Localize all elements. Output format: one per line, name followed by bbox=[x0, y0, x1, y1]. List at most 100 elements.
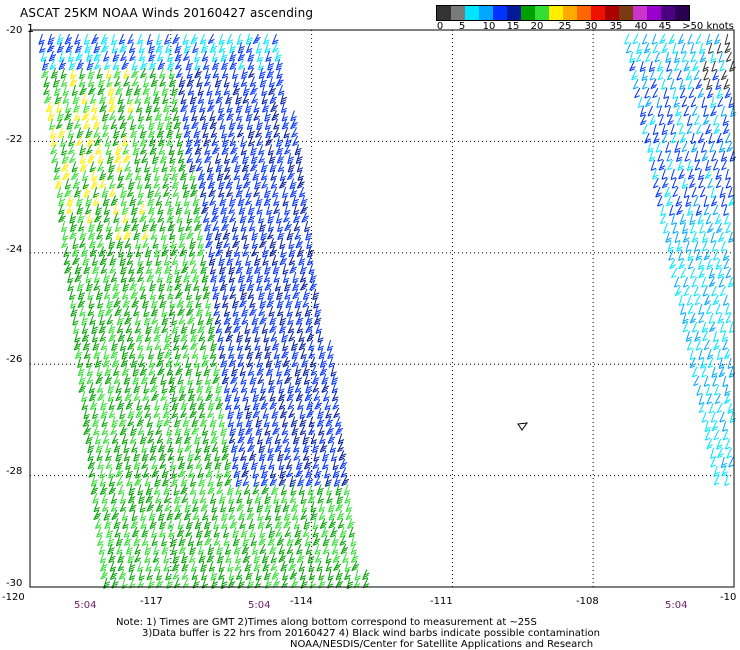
wind-barb bbox=[265, 365, 274, 377]
wind-barb bbox=[229, 135, 237, 147]
wind-barb bbox=[721, 195, 727, 207]
wind-barb bbox=[287, 314, 294, 326]
wind-barb bbox=[81, 93, 88, 105]
wind-barb bbox=[207, 399, 215, 411]
wind-barb bbox=[58, 59, 67, 70]
wind-barb bbox=[229, 195, 237, 207]
wind-barb bbox=[688, 177, 696, 189]
wind-barb bbox=[123, 526, 131, 538]
wind-barb bbox=[123, 67, 130, 79]
wind-barb bbox=[253, 186, 260, 198]
wind-barb bbox=[260, 169, 268, 181]
wind-barb bbox=[251, 543, 259, 555]
wind-barb bbox=[716, 447, 724, 459]
wind-barb bbox=[128, 484, 136, 496]
wind-barb bbox=[297, 399, 304, 411]
wind-barb bbox=[688, 87, 695, 99]
wind-barb bbox=[207, 33, 215, 45]
wind-barb bbox=[131, 220, 139, 232]
wind-barb bbox=[139, 433, 147, 445]
wind-barb bbox=[177, 518, 184, 530]
wind-barb bbox=[71, 246, 80, 257]
wind-barb bbox=[166, 509, 174, 521]
wind-barb bbox=[663, 87, 669, 99]
wind-barb bbox=[124, 390, 133, 402]
color-scale-swatch bbox=[619, 6, 633, 20]
wind-barb bbox=[148, 509, 156, 521]
wind-barb bbox=[182, 50, 190, 62]
wind-barb bbox=[695, 204, 703, 216]
wind-barb bbox=[97, 84, 106, 96]
wind-barb bbox=[677, 33, 685, 45]
wind-barb bbox=[93, 424, 100, 436]
wind-barb bbox=[164, 33, 171, 45]
wind-barb bbox=[195, 288, 202, 301]
wind-barb bbox=[156, 127, 165, 139]
wind-barb bbox=[112, 135, 120, 147]
wind-barb bbox=[127, 492, 136, 504]
wind-barb bbox=[274, 518, 283, 529]
wind-barb bbox=[632, 78, 639, 90]
wind-barb bbox=[157, 348, 165, 360]
wind-barb bbox=[77, 288, 85, 300]
wind-barb bbox=[99, 178, 106, 189]
wind-barb bbox=[317, 492, 324, 504]
wind-barb bbox=[245, 416, 253, 428]
wind-barb bbox=[184, 280, 192, 292]
wind-barb bbox=[280, 93, 288, 105]
lat-label-24: -24 bbox=[6, 244, 23, 255]
wind-barb bbox=[105, 450, 112, 462]
wind-barb bbox=[279, 407, 288, 419]
wind-barb bbox=[133, 84, 142, 96]
wind-barb bbox=[106, 297, 114, 309]
wind-barb bbox=[214, 76, 222, 88]
wind-barb bbox=[223, 467, 232, 478]
wind-barb bbox=[173, 492, 181, 504]
wind-barb bbox=[313, 390, 321, 402]
wind-barb bbox=[184, 203, 191, 215]
wind-barb bbox=[724, 132, 731, 144]
wind-barb bbox=[96, 67, 103, 79]
wind-barb bbox=[82, 339, 91, 351]
wind-barb bbox=[318, 348, 326, 360]
wind-barb bbox=[195, 441, 202, 454]
wind-barb bbox=[82, 416, 91, 427]
wind-barb bbox=[716, 87, 723, 99]
wind-barb bbox=[51, 152, 58, 164]
color-scale-swatch bbox=[549, 6, 563, 20]
wind-barb bbox=[713, 429, 720, 441]
wind-barb bbox=[279, 169, 287, 181]
wind-barb bbox=[235, 475, 243, 488]
wind-barb bbox=[671, 213, 677, 226]
wind-barb bbox=[727, 186, 734, 198]
wind-barb bbox=[215, 246, 223, 257]
wind-barb bbox=[241, 314, 249, 325]
wind-barb bbox=[250, 535, 258, 547]
wind-barb bbox=[182, 416, 190, 428]
wind-barb bbox=[161, 161, 168, 173]
wind-barb bbox=[265, 518, 272, 529]
wind-barb bbox=[249, 373, 257, 385]
wind-barb bbox=[337, 518, 345, 529]
wind-barb bbox=[233, 467, 241, 479]
wind-barb bbox=[136, 339, 144, 351]
wind-barb bbox=[189, 399, 197, 411]
wind-barb bbox=[711, 366, 718, 378]
wind-barb bbox=[77, 212, 85, 224]
wind-barb bbox=[282, 501, 290, 513]
wind-barb bbox=[186, 288, 193, 301]
wind-barb bbox=[283, 509, 291, 521]
wind-barb bbox=[146, 569, 154, 581]
wind-barb bbox=[701, 150, 709, 162]
wind-barb bbox=[289, 186, 298, 198]
wind-barb bbox=[631, 69, 638, 81]
wind-barb bbox=[87, 67, 95, 79]
wind-barb bbox=[704, 168, 712, 180]
wind-barb bbox=[722, 123, 730, 135]
wind-barb bbox=[174, 509, 183, 521]
wind-barb bbox=[685, 330, 693, 342]
wind-barb bbox=[139, 135, 148, 147]
wind-barb bbox=[91, 33, 99, 45]
scale-label-10: 10 bbox=[482, 21, 496, 32]
